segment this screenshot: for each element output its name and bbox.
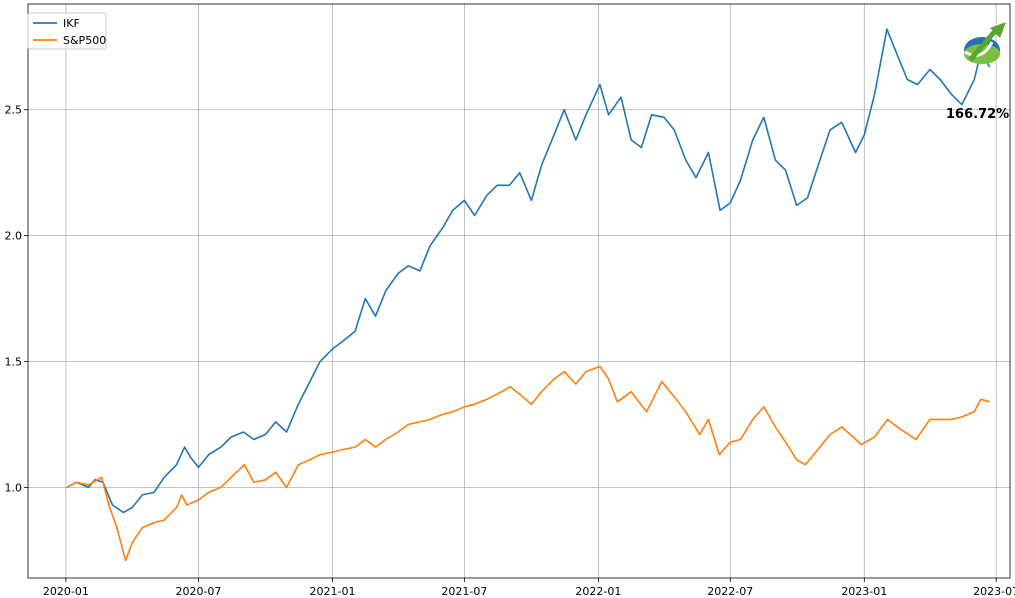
legend: IKF S&P500 [27,12,107,50]
return-annotation: 166.72% [946,107,1009,122]
plot-frame [27,3,1011,579]
y-tick-label: 2.5 [5,104,23,117]
x-tick-label: 2021-01 [310,585,356,598]
axis-ticks: 2020-01 2020-07 2021-01 2021-07 2022-01 2022-… [5,104,1015,598]
legend-label-ikf: IKF [63,17,80,30]
series-line-ikf [66,28,991,514]
rising-arrow-logo-icon [964,22,1006,64]
x-tick-label: 2022-01 [575,585,621,598]
series-layer [66,28,991,562]
legend-label-sp500: S&P500 [63,34,106,47]
y-tick-label: 2.0 [5,230,23,243]
series-line-sp500 [66,365,990,562]
x-tick-label: 2023-07 [973,585,1015,598]
y-tick-label: 1.0 [5,481,23,494]
x-tick-label: 2023-01 [841,585,887,598]
grid-lines [28,4,1010,578]
y-tick-label: 1.5 [5,355,23,368]
x-tick-label: 2020-01 [43,585,89,598]
x-tick-label: 2021-07 [441,585,487,598]
x-tick-label: 2022-07 [707,585,753,598]
x-tick-label: 2020-07 [175,585,221,598]
